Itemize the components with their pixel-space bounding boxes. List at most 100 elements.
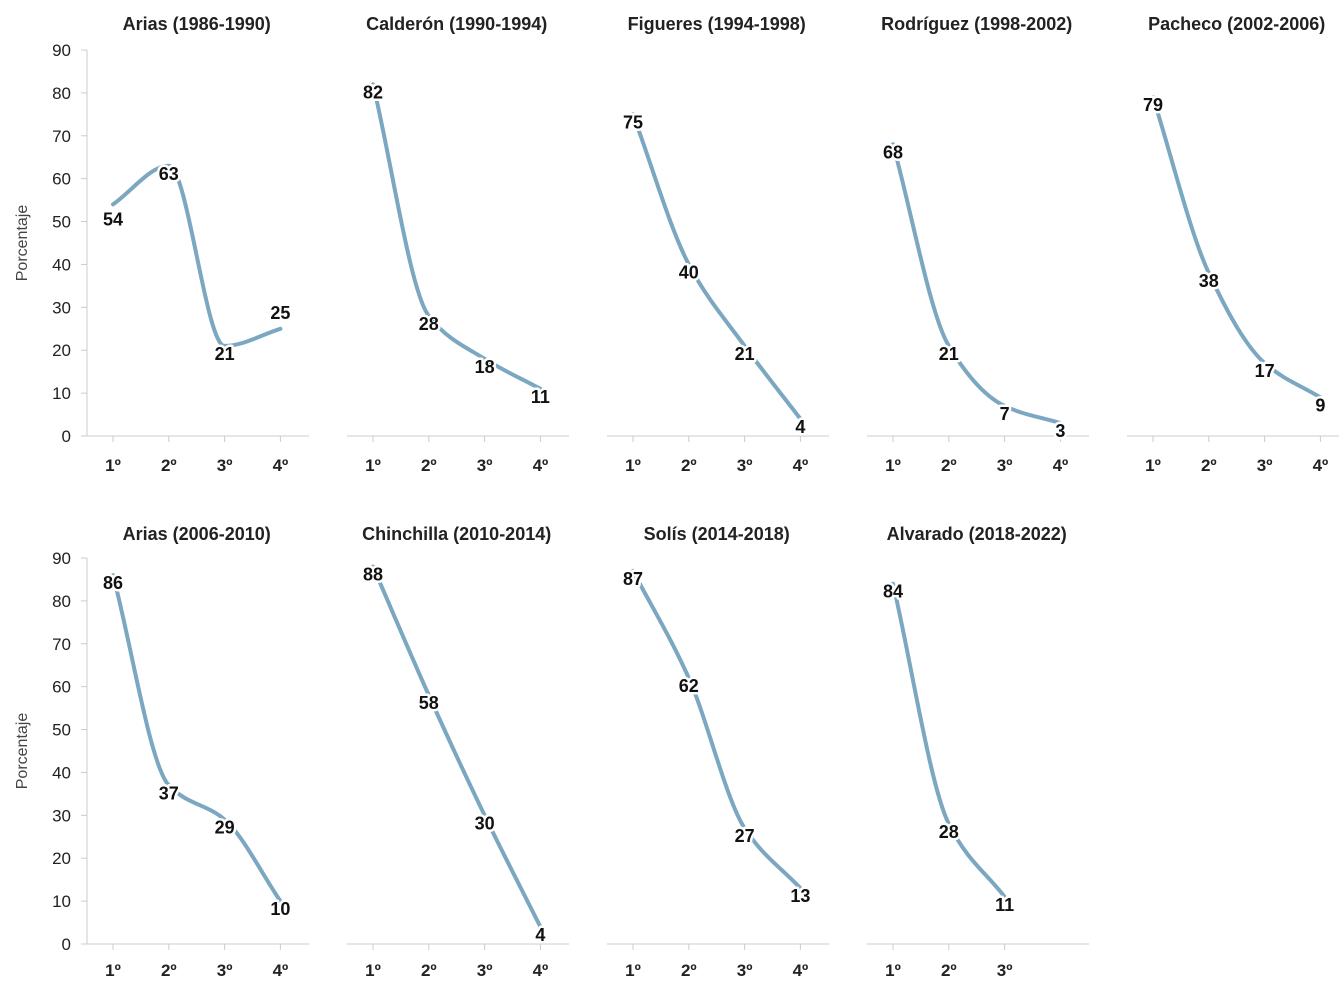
x-tick-label: 3º <box>997 961 1013 979</box>
data-label: 11 <box>531 387 550 407</box>
x-tick-label: 1º <box>365 456 381 475</box>
panel-title: Rodríguez (1998-2002) <box>881 14 1072 34</box>
y-tick-label: 60 <box>52 170 71 189</box>
y-axis-title: Porcentaje <box>14 713 31 790</box>
x-tick-label: 2º <box>161 456 177 475</box>
x-tick-label: 1º <box>885 456 901 475</box>
series-line <box>631 568 803 891</box>
x-tick-label: 1º <box>1145 456 1161 475</box>
x-tick-label: 2º <box>941 961 957 979</box>
data-label: 54 <box>103 209 123 229</box>
data-label: 7 <box>1000 404 1010 424</box>
data-label: 18 <box>475 357 495 377</box>
x-tick-label: 3º <box>217 961 233 979</box>
x-tick-label: 2º <box>681 456 697 475</box>
x-tick-label: 4º <box>533 456 549 475</box>
series-line <box>371 82 543 391</box>
x-tick-label: 4º <box>533 961 549 979</box>
x-tick-label: 1º <box>885 961 901 979</box>
x-tick-label: 2º <box>941 456 957 475</box>
x-tick-label: 3º <box>737 961 753 979</box>
x-tick-label: 3º <box>477 456 493 475</box>
panel-title: Figueres (1994-1998) <box>628 14 806 34</box>
data-label: 27 <box>735 826 755 846</box>
y-tick-label: 40 <box>52 255 71 274</box>
x-tick-label: 2º <box>161 961 177 979</box>
x-tick-label: 2º <box>421 456 437 475</box>
x-tick-label: 1º <box>105 961 121 979</box>
x-tick-label: 4º <box>1313 456 1329 475</box>
y-tick-label: 80 <box>52 84 71 103</box>
data-label: 11 <box>995 895 1014 915</box>
y-tick-label: 70 <box>52 127 71 146</box>
y-tick-label: 0 <box>62 935 71 954</box>
x-tick-label: 3º <box>997 456 1013 475</box>
x-tick-label: 3º <box>217 456 233 475</box>
series-line <box>371 564 543 929</box>
y-tick-label: 10 <box>52 384 71 403</box>
data-label: 79 <box>1143 95 1163 115</box>
x-tick-label: 3º <box>477 961 493 979</box>
data-label: 13 <box>790 886 810 906</box>
data-label: 21 <box>215 344 235 364</box>
data-label: 21 <box>735 344 755 364</box>
y-tick-label: 60 <box>52 678 71 697</box>
series-line <box>631 112 803 421</box>
panel-title: Arias (1986-1990) <box>123 14 271 34</box>
x-tick-label: 2º <box>421 961 437 979</box>
data-label: 68 <box>883 142 903 162</box>
panel-title: Calderón (1990-1994) <box>366 14 547 34</box>
data-label: 28 <box>419 314 439 334</box>
x-tick-label: 1º <box>625 961 641 979</box>
data-label: 63 <box>159 164 179 184</box>
y-tick-label: 40 <box>52 763 71 782</box>
x-tick-label: 4º <box>273 456 289 475</box>
panel-title: Chinchilla (2010-2014) <box>362 524 551 544</box>
data-label: 75 <box>623 112 643 132</box>
y-tick-label: 20 <box>52 849 71 868</box>
y-tick-label: 30 <box>52 806 71 825</box>
data-label: 62 <box>679 676 699 696</box>
data-label: 37 <box>159 783 179 803</box>
data-label: 40 <box>679 262 699 282</box>
series-line <box>891 142 1063 426</box>
y-tick-label: 90 <box>52 549 71 568</box>
y-axis-title: Porcentaje <box>14 205 31 282</box>
data-label: 9 <box>1315 395 1325 415</box>
panel-title: Pacheco (2002-2006) <box>1148 14 1325 34</box>
y-tick-label: 80 <box>52 592 71 611</box>
series-line <box>111 163 283 348</box>
data-label: 25 <box>270 303 290 323</box>
data-label: 84 <box>883 582 903 602</box>
panel-title: Alvarado (2018-2022) <box>887 524 1067 544</box>
y-tick-label: 30 <box>52 298 71 317</box>
x-tick-label: 1º <box>365 961 381 979</box>
data-label: 10 <box>270 899 290 919</box>
x-tick-label: 3º <box>737 456 753 475</box>
x-tick-label: 4º <box>793 961 809 979</box>
data-label: 3 <box>1055 421 1065 441</box>
x-tick-label: 4º <box>1053 456 1069 475</box>
data-label: 28 <box>939 822 959 842</box>
series-line <box>1151 95 1323 400</box>
data-label: 82 <box>363 82 383 102</box>
y-tick-label: 50 <box>52 213 71 232</box>
data-label: 17 <box>1255 361 1275 381</box>
x-tick-label: 4º <box>793 456 809 475</box>
panel-title: Solís (2014-2018) <box>644 524 790 544</box>
x-tick-label: 1º <box>625 456 641 475</box>
x-tick-label: 4º <box>273 961 289 979</box>
x-tick-label: 1º <box>105 456 121 475</box>
data-label: 87 <box>623 569 643 589</box>
series-line <box>891 581 1007 899</box>
y-tick-label: 90 <box>52 41 71 60</box>
y-tick-label: 20 <box>52 341 71 360</box>
data-label: 86 <box>103 573 123 593</box>
data-label: 58 <box>419 693 439 713</box>
series-line <box>111 573 283 904</box>
y-tick-label: 70 <box>52 635 71 654</box>
panel-title: Arias (2006-2010) <box>123 524 271 544</box>
y-tick-label: 10 <box>52 892 71 911</box>
